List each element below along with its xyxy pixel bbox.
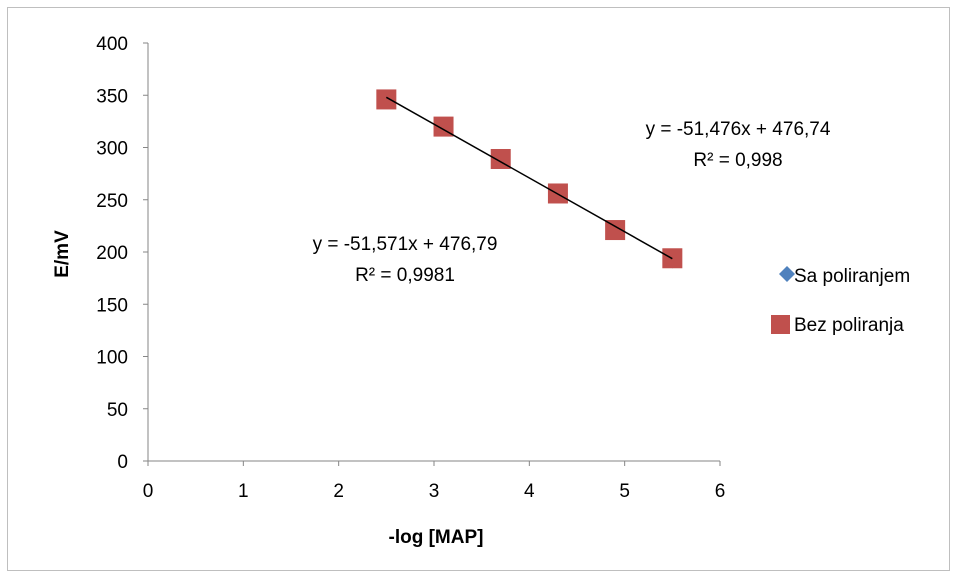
tick-labels: 0 50 100 150 200 250 300 350 400 0 1 2 3 4 5 6 [96, 34, 725, 502]
trendline [385, 96, 673, 260]
annotations: y = -51,476x + 476,74 R² = 0,998 y = -51… [313, 119, 831, 286]
y-tick-label: 50 [107, 400, 128, 421]
annotation-1-equation: y = -51,476x + 476,74 [646, 119, 831, 140]
x-tick-label: 3 [429, 481, 440, 502]
point-bez-poliranja [376, 89, 397, 110]
legend-label-bez-poliranja: Bez poliranja [794, 315, 904, 336]
axes [143, 42, 721, 466]
chart-area [7, 7, 950, 571]
y-tick-label: 100 [96, 348, 128, 369]
x-tick-label: 6 [715, 481, 726, 502]
y-tick-label: 200 [96, 243, 128, 264]
y-tick-label: 350 [96, 86, 128, 107]
y-tick-label: 0 [117, 452, 128, 473]
y-tick-label: 150 [96, 295, 128, 316]
y-axis-title: E/mV [52, 230, 73, 278]
x-tick-label: 4 [524, 481, 535, 502]
y-tick-label: 250 [96, 191, 128, 212]
x-axis-title: -log [MAP] [389, 527, 484, 548]
x-tick-label: 5 [619, 481, 630, 502]
annotation-2-r2: R² = 0,9981 [355, 265, 455, 286]
legend-marker-sa-poliranjem [779, 266, 795, 282]
x-tick-label: 1 [238, 481, 249, 502]
x-tick-label: 2 [333, 481, 344, 502]
y-tick-label: 400 [96, 34, 128, 55]
y-tick-label: 300 [96, 139, 128, 160]
annotation-2-equation: y = -51,571x + 476,79 [313, 234, 498, 255]
x-tick-label: 0 [143, 481, 154, 502]
legend-label-sa-poliranjem: Sa poliranjem [794, 266, 910, 287]
legend: Sa poliranjem Bez poliranja [771, 266, 910, 336]
trendline-group [385, 96, 673, 260]
point-bez-poliranja [605, 220, 626, 241]
legend-marker-bez-poliranja [771, 315, 790, 334]
annotation-1-r2: R² = 0,998 [693, 150, 782, 171]
